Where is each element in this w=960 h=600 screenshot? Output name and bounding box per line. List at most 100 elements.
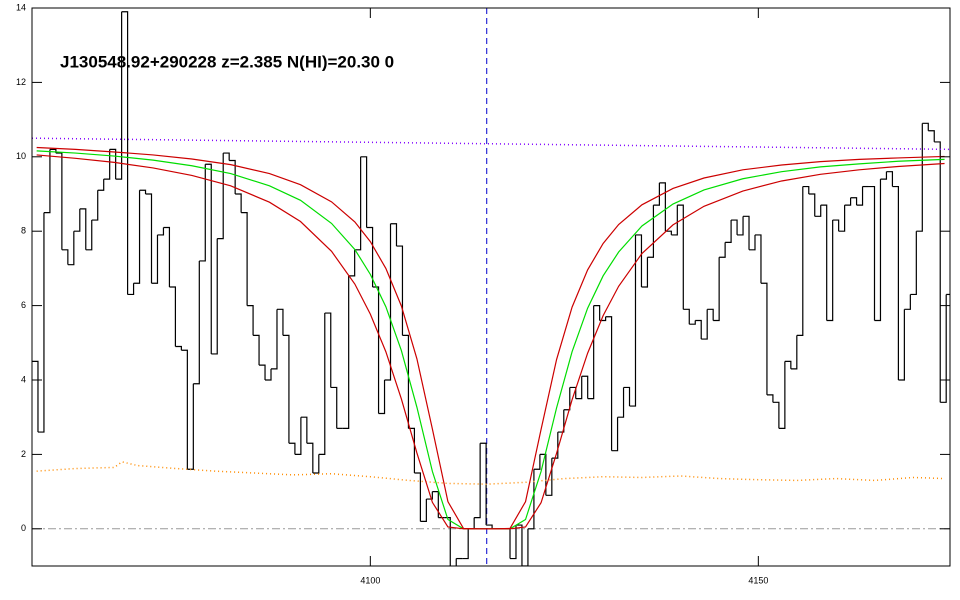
- flux-step: [623, 386, 631, 407]
- flux-step: [67, 231, 75, 266]
- flux-step: [760, 282, 768, 395]
- flux-step: [737, 216, 744, 236]
- flux-step: [139, 189, 147, 194]
- flux-step: [581, 375, 589, 399]
- flux-step: [533, 454, 541, 470]
- flux-step: [354, 156, 362, 251]
- flux-step: [784, 360, 792, 369]
- flux-step: [205, 163, 212, 354]
- flux-step: [802, 185, 810, 194]
- flux-step: [79, 208, 87, 250]
- flux-step: [510, 525, 517, 560]
- flux-step: [55, 152, 63, 250]
- y-tick-label: 6: [21, 300, 26, 310]
- flux-step: [103, 149, 111, 180]
- flux-step: [892, 185, 899, 380]
- flux-step: [462, 528, 469, 560]
- flux-step: [754, 234, 762, 284]
- flux-step: [707, 308, 714, 321]
- flux-step: [85, 220, 93, 251]
- flux-step: [145, 193, 153, 284]
- flux-step: [856, 186, 864, 206]
- flux-step: [647, 205, 655, 258]
- flux-step: [384, 223, 392, 381]
- flux-step: [61, 249, 69, 265]
- flux-step: [689, 320, 696, 325]
- flux-step: [701, 309, 708, 340]
- flux-step: [390, 223, 398, 247]
- flux-step: [348, 249, 356, 277]
- flux-step: [551, 432, 559, 459]
- flux-step: [282, 334, 290, 444]
- axes-frame: [31, 7, 951, 567]
- y-tick-label: 4: [21, 374, 26, 384]
- flux-step: [659, 182, 666, 232]
- flux-step: [115, 11, 123, 180]
- flux-step: [635, 234, 643, 287]
- x-tick-label: 4100: [360, 575, 380, 585]
- flux-step: [43, 149, 51, 214]
- flux-step: [790, 335, 798, 370]
- flux-step: [653, 182, 660, 206]
- flux-step: [910, 231, 917, 296]
- flux-step: [426, 491, 433, 500]
- flux-step: [772, 401, 780, 429]
- flux-step: [324, 312, 332, 388]
- flux-step: [605, 316, 613, 451]
- flux-step: [641, 257, 649, 288]
- flux-step: [665, 230, 672, 235]
- flux-step: [271, 309, 278, 370]
- series-line: [36, 146, 945, 530]
- flux-step: [725, 220, 732, 243]
- y-tick-label: 12: [16, 77, 26, 87]
- flux-step: [796, 186, 804, 336]
- flux-step: [611, 417, 619, 452]
- flux-step: [808, 193, 816, 217]
- flux-step: [719, 242, 726, 258]
- flux-step: [850, 197, 858, 206]
- flux-step: [814, 205, 822, 217]
- flux-step: [157, 227, 165, 236]
- flux-step: [109, 148, 117, 180]
- flux-step: [259, 364, 266, 380]
- flux-step: [539, 453, 547, 496]
- flux-step: [444, 517, 451, 566]
- y-tick-label: 8: [21, 226, 26, 236]
- flux-step: [940, 294, 947, 403]
- flux-step: [372, 286, 380, 414]
- flux-step: [455, 558, 457, 566]
- flux-step: [420, 499, 427, 522]
- flux-step: [743, 215, 750, 250]
- flux-step: [378, 380, 386, 415]
- flux-step: [593, 305, 601, 321]
- chart-title: J130548.92+290228 z=2.385 N(HI)=20.30 0: [60, 52, 394, 71]
- flux-step: [766, 394, 774, 403]
- flux-step: [265, 368, 272, 381]
- flux-step: [169, 286, 177, 347]
- flux-step: [922, 122, 929, 131]
- flux-step: [312, 454, 320, 474]
- flux-step: [898, 309, 905, 381]
- flux-step: [306, 442, 314, 473]
- flux-step: [211, 238, 218, 355]
- flux-step: [37, 212, 45, 433]
- flux-step: [587, 305, 595, 400]
- y-tick-label: 0: [21, 523, 26, 533]
- flux-step: [557, 409, 565, 433]
- flux-step: [187, 383, 194, 470]
- flux-step: [617, 387, 625, 418]
- flux-step: [223, 152, 230, 161]
- flux-step: [396, 245, 404, 336]
- flux-step: [486, 524, 493, 529]
- flux-step: [874, 179, 882, 322]
- flux-step: [695, 319, 702, 340]
- flux-step: [844, 197, 852, 206]
- flux-step: [713, 257, 720, 322]
- flux-step: [868, 185, 876, 321]
- flux-step: [677, 204, 684, 310]
- flux-step: [886, 171, 894, 187]
- flux-step: [181, 349, 188, 470]
- flux-step: [749, 234, 756, 251]
- flux-step: [163, 226, 171, 287]
